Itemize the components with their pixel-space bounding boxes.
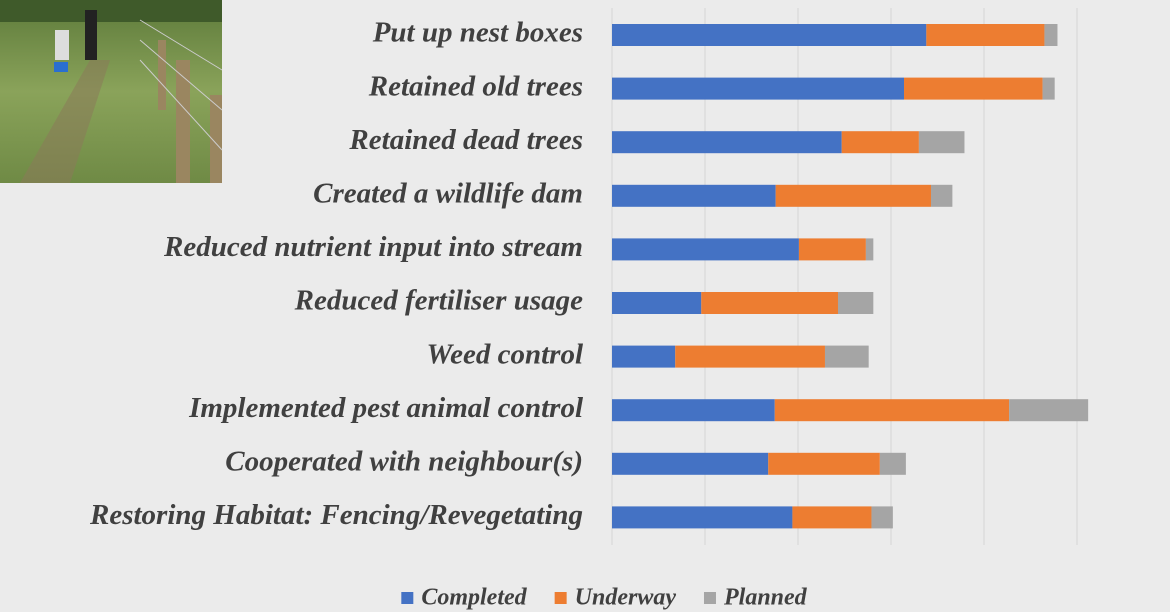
bar-segment xyxy=(774,399,1010,422)
legend-label: Underway xyxy=(575,585,677,611)
bar-segment xyxy=(1042,77,1055,100)
plot: Put up nest boxes Retained old trees Retai… xyxy=(89,8,1089,611)
bar-segment xyxy=(612,77,905,100)
bar-segment xyxy=(612,24,927,46)
category-label: Implemented pest animal control xyxy=(188,392,584,424)
category-label: Retained dead trees xyxy=(348,124,583,156)
bar-segment xyxy=(1044,24,1058,46)
category-label: Reduced nutrient input into stream xyxy=(163,231,583,263)
bar-segment xyxy=(612,184,776,207)
bar-segment xyxy=(904,77,1043,100)
category-label: Cooperated with neighbour(s) xyxy=(225,445,583,477)
bar-segment xyxy=(775,184,931,207)
bar-segment xyxy=(918,131,965,154)
bar-segment xyxy=(768,452,880,475)
bar-segment xyxy=(930,184,953,207)
category-label: Weed control xyxy=(426,338,583,370)
legend-label: Planned xyxy=(723,585,808,611)
bar-segment xyxy=(824,345,869,368)
bar-segment xyxy=(612,345,676,368)
legend-label: Completed xyxy=(421,585,527,611)
category-label: Restoring Habitat: Fencing/Revegetating xyxy=(89,499,583,531)
category-label: Retained old trees xyxy=(368,70,583,102)
bar-segment xyxy=(612,238,799,261)
legend-swatch xyxy=(554,592,567,604)
bar-segment xyxy=(837,292,874,314)
legend-swatch xyxy=(703,592,716,604)
bar-segment xyxy=(612,506,793,529)
bar-segment xyxy=(792,506,872,529)
bar-segment xyxy=(612,131,842,154)
bar-segment xyxy=(1009,399,1089,422)
photo xyxy=(0,0,223,183)
category-label: Created a wildlife dam xyxy=(313,177,583,209)
bar-segment xyxy=(926,24,1045,46)
legend: Completed Underway Planned xyxy=(401,585,808,611)
bar-segment xyxy=(701,292,838,314)
bar-segment xyxy=(612,292,702,314)
bar-segment xyxy=(798,238,866,261)
category-label: Put up nest boxes xyxy=(372,17,583,49)
bar-segment xyxy=(865,238,874,261)
bar-segment xyxy=(871,506,893,529)
legend-swatch xyxy=(401,592,414,604)
bar-segment xyxy=(675,345,825,368)
bar-segment xyxy=(841,131,919,154)
bar-segment xyxy=(612,399,775,422)
category-label: Reduced fertiliser usage xyxy=(294,285,583,317)
bar-segment xyxy=(879,452,906,475)
bar-segment xyxy=(612,452,769,475)
